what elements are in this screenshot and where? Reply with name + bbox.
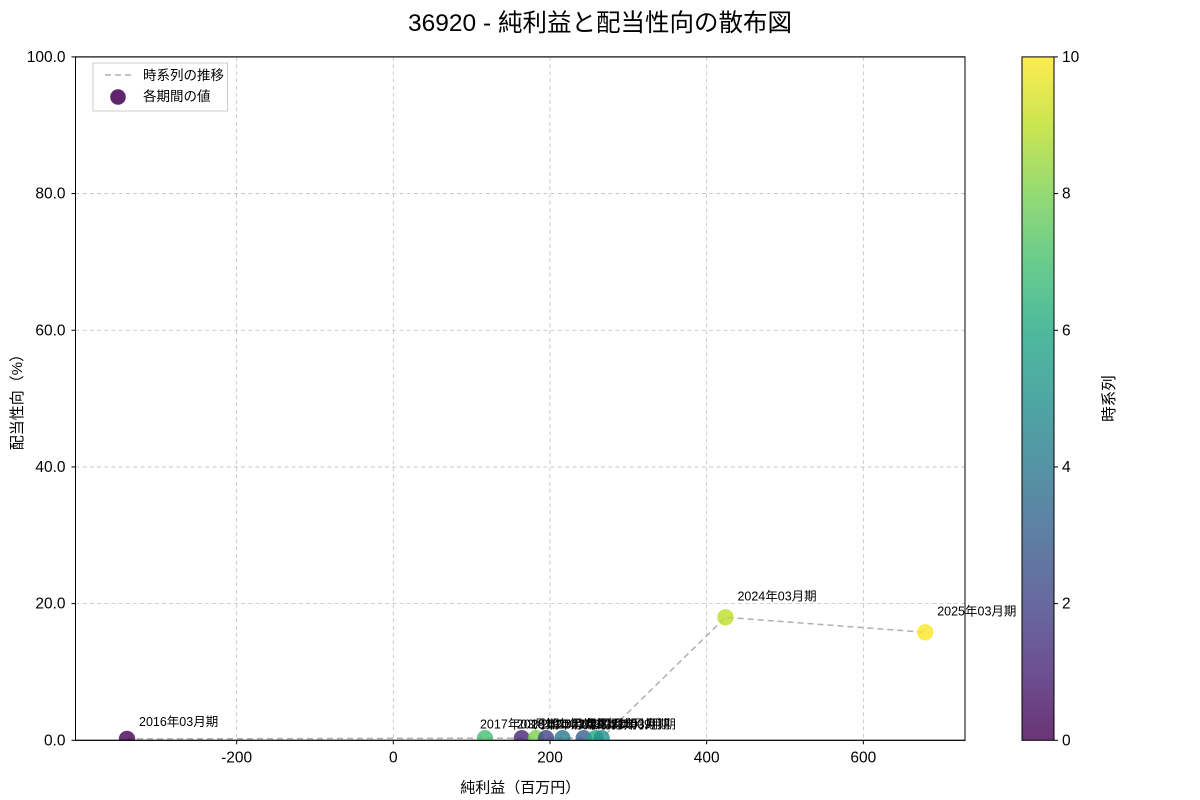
svg-text:200: 200 bbox=[537, 749, 563, 766]
svg-text:0.0: 0.0 bbox=[44, 732, 66, 749]
svg-text:時系列: 時系列 bbox=[1100, 375, 1118, 422]
svg-text:2023年09月期: 2023年09月期 bbox=[597, 717, 676, 731]
svg-text:4: 4 bbox=[1062, 459, 1071, 476]
svg-text:2024年03月期: 2024年03月期 bbox=[737, 589, 816, 603]
svg-text:0: 0 bbox=[1062, 732, 1071, 749]
svg-text:60.0: 60.0 bbox=[35, 322, 66, 339]
svg-text:時系列の推移: 時系列の推移 bbox=[143, 68, 224, 83]
svg-text:2: 2 bbox=[1062, 596, 1071, 613]
svg-text:40.0: 40.0 bbox=[35, 459, 66, 476]
svg-text:2025年03月期: 2025年03月期 bbox=[937, 604, 1016, 618]
svg-text:0: 0 bbox=[389, 749, 398, 766]
svg-text:36920 - 純利益と配当性向の散布図: 36920 - 純利益と配当性向の散布図 bbox=[408, 9, 792, 37]
svg-text:8: 8 bbox=[1062, 186, 1071, 203]
svg-text:10: 10 bbox=[1062, 49, 1080, 66]
svg-text:400: 400 bbox=[694, 749, 720, 766]
svg-text:20.0: 20.0 bbox=[35, 596, 66, 613]
svg-text:6: 6 bbox=[1062, 322, 1071, 339]
svg-text:-200: -200 bbox=[221, 749, 252, 766]
svg-text:純利益（百万円）: 純利益（百万円） bbox=[460, 779, 580, 796]
svg-text:配当性向（%）: 配当性向（%） bbox=[9, 347, 26, 450]
svg-text:80.0: 80.0 bbox=[35, 186, 66, 203]
svg-text:600: 600 bbox=[850, 749, 876, 766]
svg-text:各期間の値: 各期間の値 bbox=[143, 89, 211, 104]
svg-text:100.0: 100.0 bbox=[27, 49, 66, 66]
svg-text:2016年03月期: 2016年03月期 bbox=[139, 715, 218, 729]
